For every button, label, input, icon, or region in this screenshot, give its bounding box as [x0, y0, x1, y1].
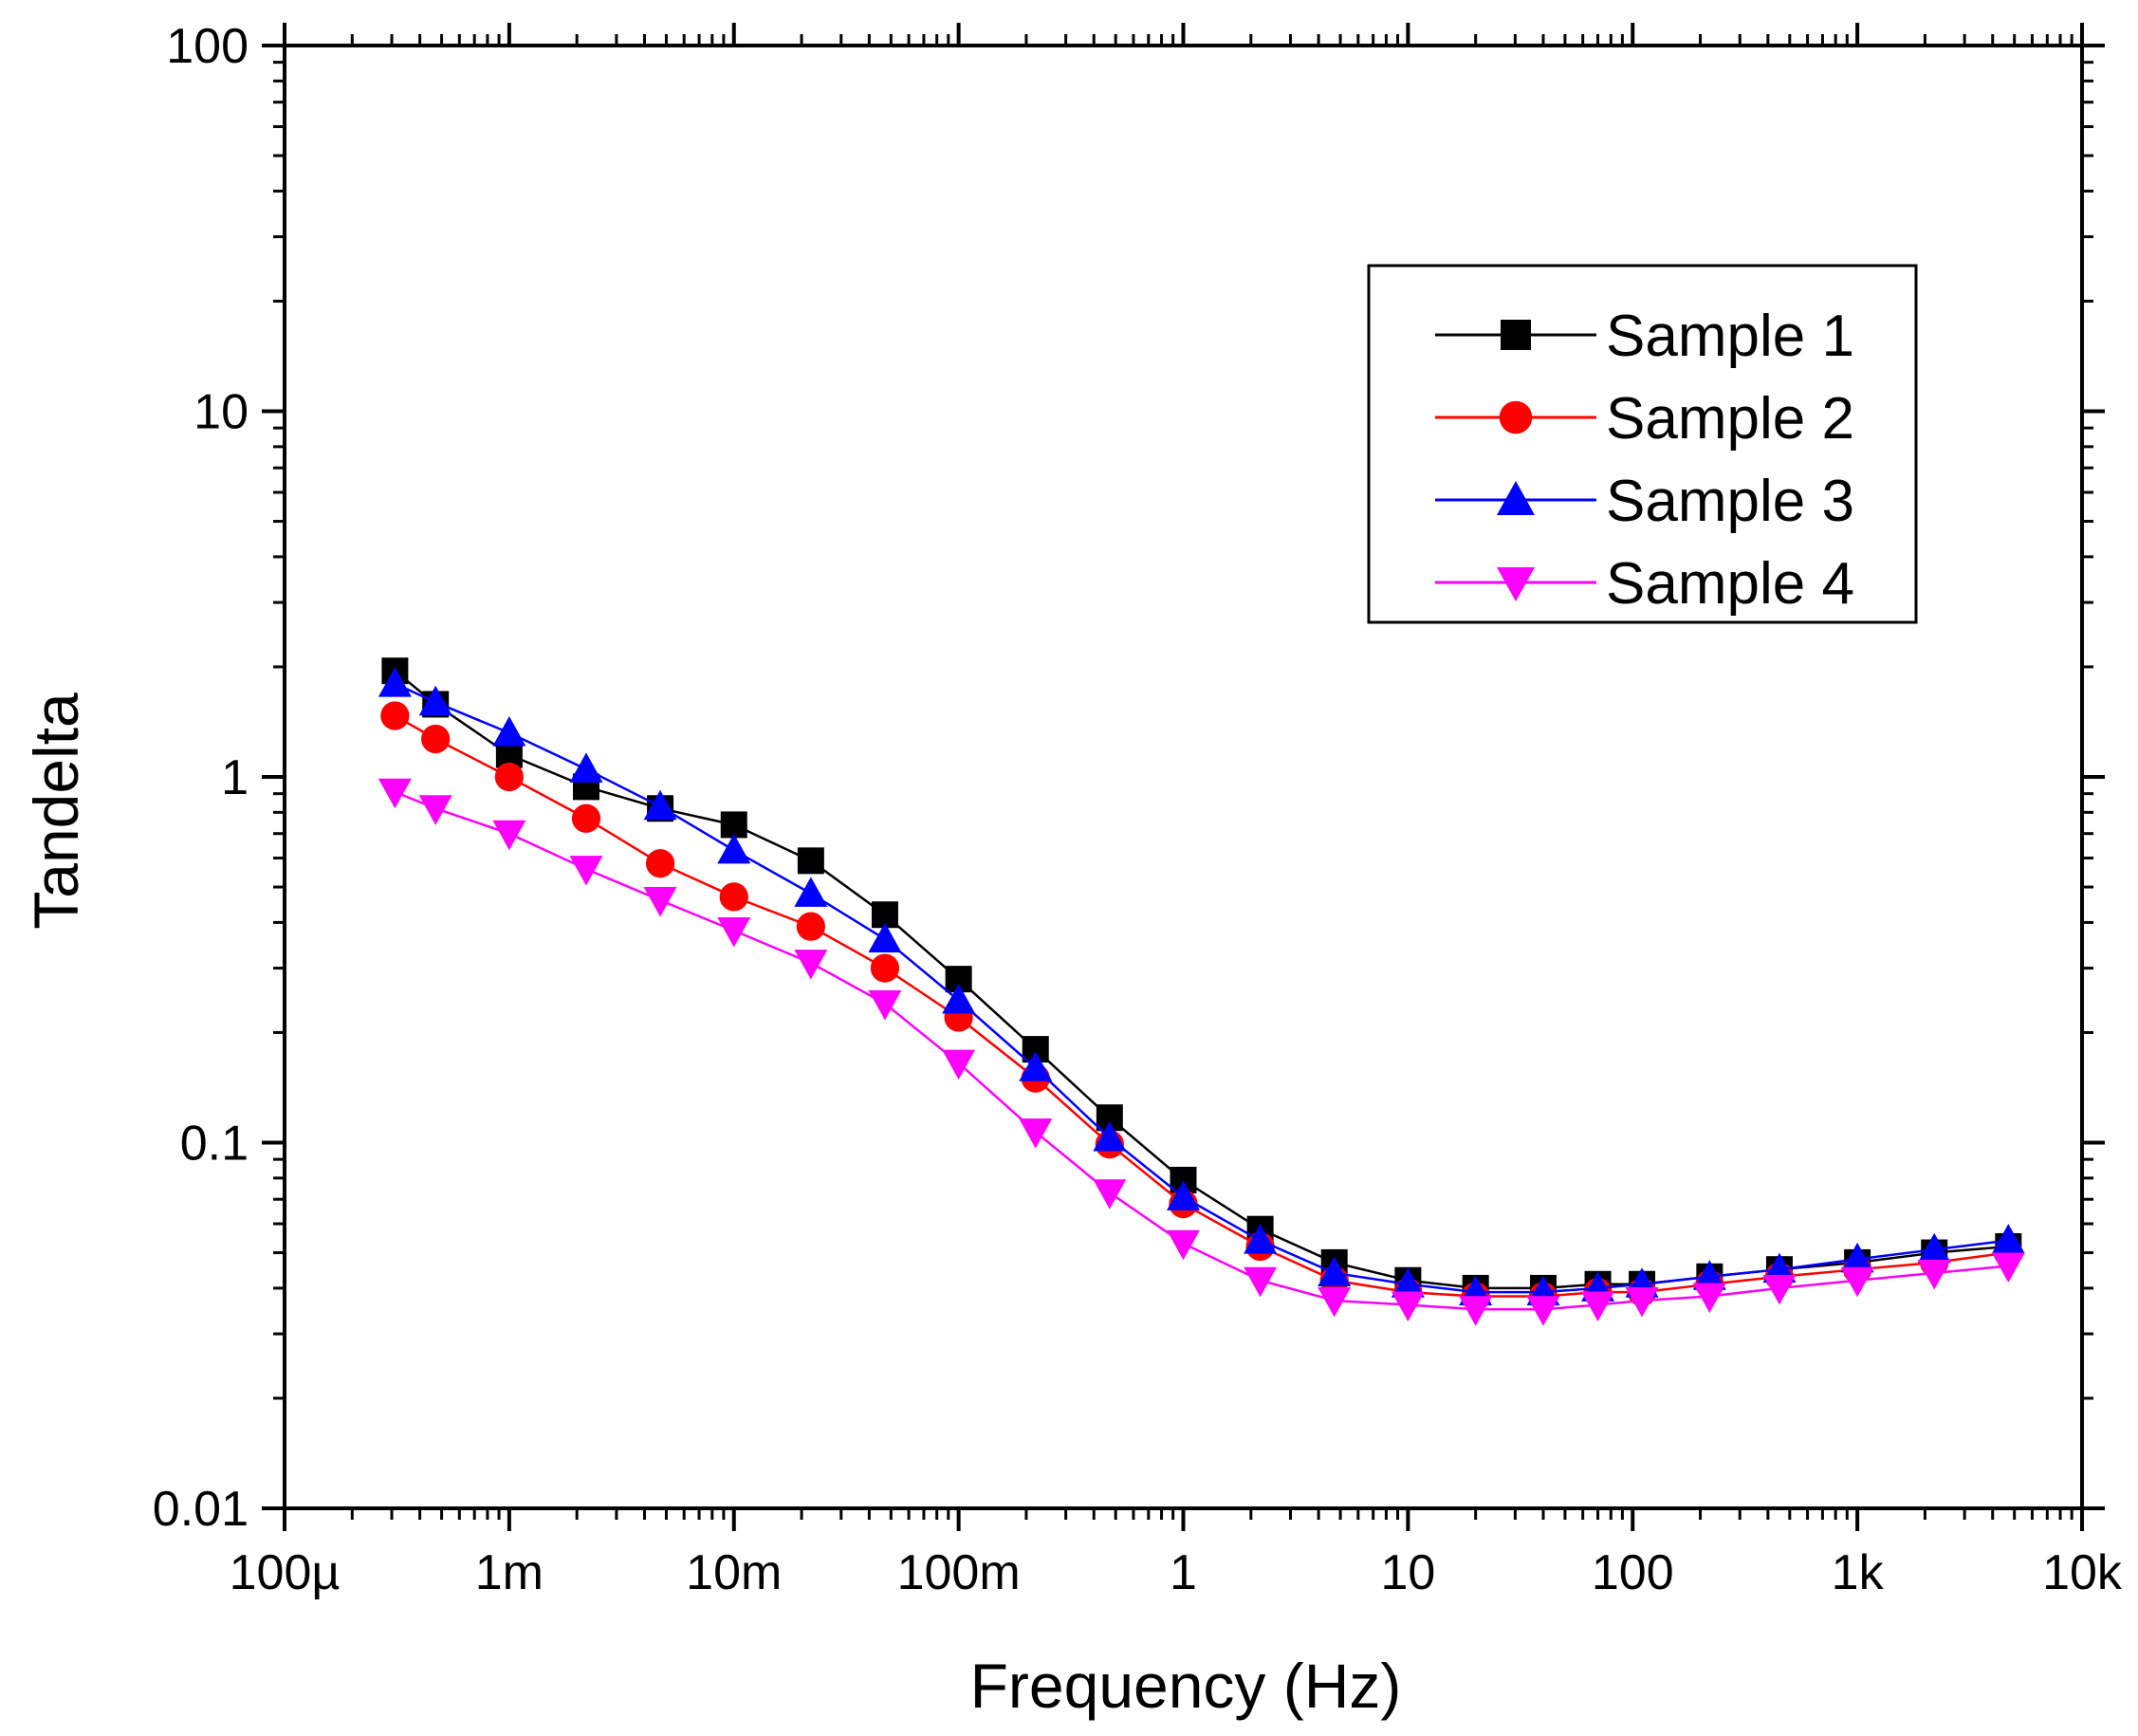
legend-marker [1501, 320, 1531, 350]
x-tick-label: 10 [1380, 1545, 1435, 1600]
data-point [421, 724, 451, 754]
legend-label: Sample 1 [1606, 304, 1854, 369]
data-point [1093, 1179, 1127, 1210]
x-tick-label: 100 [1592, 1545, 1674, 1600]
data-point [796, 912, 825, 941]
data-point [1762, 1274, 1797, 1305]
data-point [1167, 1180, 1200, 1210]
series-3 [378, 667, 2025, 1306]
data-point [1391, 1267, 1425, 1298]
series-2 [380, 701, 2023, 1311]
data-point [942, 1049, 976, 1080]
data-point [1917, 1259, 1951, 1290]
data-point [719, 882, 748, 912]
data-point [569, 856, 603, 886]
data-point [1244, 1224, 1278, 1254]
data-point [868, 922, 902, 953]
legend-marker [1497, 567, 1535, 601]
data-point [1019, 1118, 1053, 1149]
axes-layer: 100µ 1m 10m 100m 1 10 100 1k 10k 0.01 0.1 1 10 100 [153, 19, 2123, 1600]
data-point [1244, 1266, 1278, 1298]
data-point [1391, 1291, 1425, 1322]
legend-box [1367, 264, 1918, 624]
y-tick-label: 0.1 [180, 1117, 249, 1172]
legend-item-4: Sample 4 [1435, 551, 1854, 617]
data-point [1167, 1229, 1200, 1261]
x-tick-label: 1m [475, 1545, 544, 1600]
data-point [1318, 1256, 1352, 1286]
data-point [1917, 1232, 1951, 1264]
data-point [378, 667, 412, 697]
series-line-3 [394, 682, 2009, 1294]
y-tick-label: 10 [194, 385, 249, 440]
legend-marker [1499, 400, 1533, 434]
data-point [1625, 1286, 1659, 1318]
data-point [717, 916, 751, 948]
data-point [418, 685, 452, 716]
legend-label: Sample 3 [1606, 469, 1854, 534]
data-point [569, 752, 603, 783]
data-point [1526, 1296, 1560, 1326]
legend-item-2: Sample 2 [1435, 386, 1854, 452]
x-tick-label: 100µ [230, 1545, 341, 1600]
series-1 [381, 657, 2022, 1302]
series-line-1 [394, 670, 2009, 1290]
data-point [1581, 1291, 1615, 1322]
data-point [1991, 1224, 2025, 1254]
data-point [1840, 1242, 1874, 1273]
y-axis-title: Tandelta [21, 693, 91, 930]
data-point [1459, 1296, 1493, 1326]
x-axis-title: Frequency (Hz) [970, 1651, 1402, 1721]
data-point [1019, 1051, 1053, 1081]
y-tick-label: 100 [166, 19, 249, 74]
y-tick-label: 0.01 [153, 1482, 249, 1537]
series-4 [378, 778, 2025, 1326]
data-point [418, 795, 452, 825]
data-point [645, 849, 675, 878]
series-layer [378, 657, 2025, 1326]
data-point [380, 701, 410, 730]
data-point [794, 877, 828, 907]
x-tick-label: 1 [1170, 1545, 1197, 1600]
data-point [492, 716, 526, 747]
x-tick-label: 10k [2042, 1545, 2123, 1600]
data-point [1692, 1283, 1726, 1313]
x-tick-label: 1k [1832, 1545, 1885, 1600]
data-point [870, 953, 900, 983]
data-point [571, 803, 601, 833]
legend-item-3: Sample 3 [1435, 469, 1854, 534]
x-tick-label: 100m [897, 1545, 1021, 1600]
data-point [492, 820, 526, 851]
data-point [797, 847, 824, 875]
data-point [1692, 1260, 1726, 1290]
legend-label: Sample 2 [1606, 386, 1854, 452]
data-point [720, 811, 747, 839]
data-point [1093, 1121, 1127, 1152]
data-point [494, 762, 524, 792]
data-point [1840, 1266, 1874, 1298]
data-point [378, 778, 412, 809]
data-point [643, 887, 677, 917]
y-tick-label: 1 [221, 750, 249, 805]
data-point [717, 833, 751, 864]
data-point [794, 950, 828, 980]
data-point [1991, 1252, 2025, 1284]
legend-marker [1497, 481, 1535, 515]
data-point [643, 789, 677, 821]
data-point [868, 989, 902, 1021]
legend-label: Sample 4 [1606, 551, 1854, 617]
legend-item-1: Sample 1 [1435, 304, 1854, 369]
data-point [942, 983, 976, 1014]
series-line-4 [394, 790, 2009, 1311]
data-point [1318, 1286, 1352, 1318]
legend: Sample 1 Sample 2 Sample 3 Sample 4 [1367, 264, 1918, 624]
x-tick-label: 10m [686, 1545, 782, 1600]
